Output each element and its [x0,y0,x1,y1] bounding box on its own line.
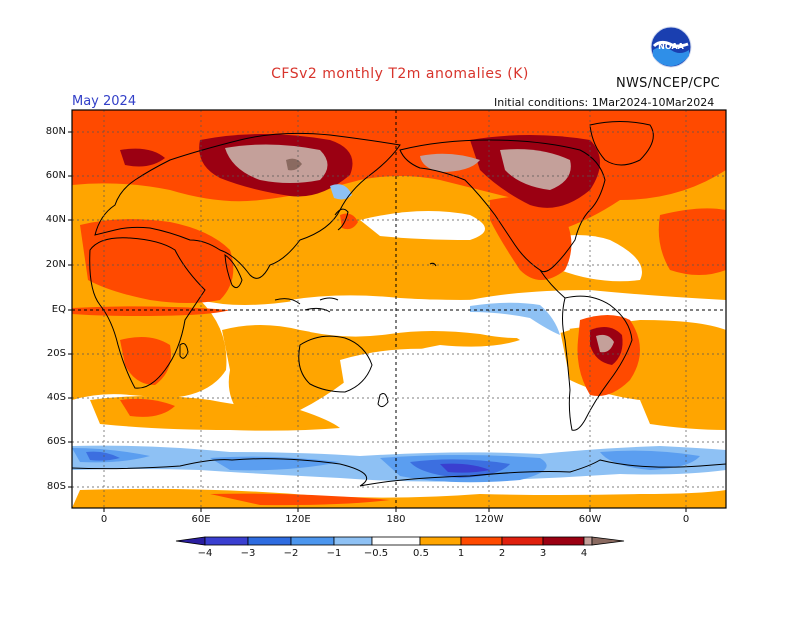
anomaly-region-cool-mid [600,450,700,470]
coastline-japan [334,208,349,231]
colorbar-label: −3 [240,548,256,559]
map-frame [71,109,727,509]
coastline-north-america [399,139,606,273]
lon-label: 120E [285,514,311,525]
colorbar-swatch [583,536,593,546]
lat-label: 60S [46,436,66,447]
coastline-australia [298,335,373,393]
coastlines [89,121,654,431]
lat-label: EQ [51,304,66,315]
coastline-india [224,253,243,289]
colorbar-label: −1 [326,548,342,559]
anomaly-region-warm-red [340,213,358,230]
anomaly-region-cool-strong [440,463,490,473]
coastline-greenland [589,121,654,166]
colorbar-label: 1 [457,548,465,559]
main-axes [72,110,726,508]
anomaly-region-warm-orange [222,321,520,417]
initial-conditions-label: Initial conditions: 1Mar2024-10Mar2024 [494,96,715,109]
graticule [72,110,726,508]
anomaly-region-warm-extreme [420,153,480,172]
colorbar-label: 4 [580,548,588,559]
lat-label: 80N [45,126,66,137]
agency-label: NWS/NCEP/CPC [616,76,721,91]
axis-ticks [68,131,687,512]
lon-label: 180 [386,514,406,525]
anomaly-region-warm-red [120,336,171,385]
colorbar-label: −4 [197,548,213,559]
colorbar-arrow-low [175,536,206,546]
anomaly-region-warm-red [120,398,175,417]
coastline-eurasia [94,132,401,279]
anomaly-region-warm-red [72,306,230,316]
colorbar-label: 2 [498,548,506,559]
anomaly-region-warm-red [490,196,572,280]
lat-label: 40S [46,392,66,403]
lat-label: 40N [45,214,66,225]
colorbar-label: −0.5 [363,548,389,559]
lon-label: 0 [100,514,108,525]
colorbar [175,536,625,546]
colorbar-swatch [247,536,292,546]
colorbar-arrow-high [591,536,625,546]
colorbar-label: 0.5 [413,548,429,559]
logo-text: NOAA [658,42,684,51]
lat-label: 80S [46,481,66,492]
colorbar-swatch [542,536,585,546]
lon-label: 0 [682,514,690,525]
coastline-africa [89,237,206,389]
lon-label: 60W [578,514,602,525]
colorbar-swatch [204,536,249,546]
anomaly-region-neutral [360,211,485,240]
coastline-indonesia [274,297,339,313]
colorbar-label: −2 [283,548,299,559]
lat-label: 20S [46,348,66,359]
coastline-south-america [562,295,633,431]
target-month-label: May 2024 [72,94,137,109]
anomaly-region-cool-light [330,184,352,200]
coastline-antarctica [72,458,726,487]
coastline-madagascar [179,343,189,359]
chart-title: CFSv2 monthly T2m anomalies (K) [271,66,529,82]
lat-label: 60N [45,170,66,181]
anomaly-region-neutral [340,348,550,450]
anomaly-region-warm-red [658,208,726,275]
anomaly-region-cool-light [470,302,560,335]
map-field [72,110,726,508]
lon-label: 120W [474,514,504,525]
anomaly-region-warm-extreme [500,149,571,190]
colorbar-swatch [371,536,421,546]
coastline-central-america [539,269,566,299]
anomaly-region-warm-red [210,493,390,506]
colorbar-label: 3 [539,548,547,559]
colorbar-swatch [460,536,503,546]
anomaly-region-warm-orange [640,400,726,430]
anomaly-region-warm-darkred [120,148,165,167]
anomaly-region-warm-extreme [225,144,328,183]
colorbar-swatch [290,536,335,546]
lat-label: 20N [45,259,66,270]
coastline-new-zealand [377,393,389,408]
anomaly-region-cool-strong [86,451,120,461]
noaa-logo: NOAA [650,26,692,68]
coastline-hawaii [429,262,437,267]
lon-label: 60E [191,514,211,525]
colorbar-swatch [419,536,462,546]
colorbar-swatch [501,536,544,546]
anomaly-region-neutral [72,428,726,448]
anomaly-region-warm-extreme [596,334,614,353]
colorbar-swatch [333,536,373,546]
